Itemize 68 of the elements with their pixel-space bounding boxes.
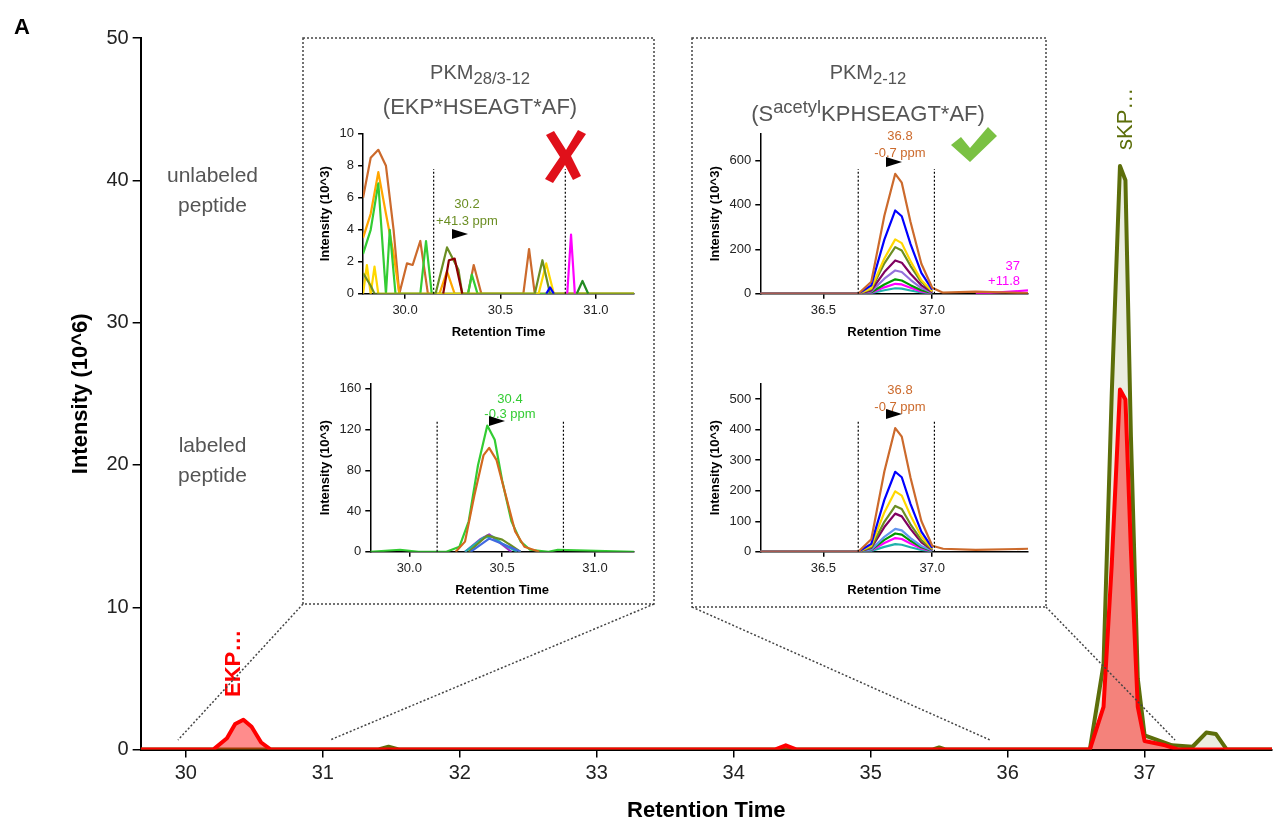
x-tick-label: 37.0 [919,302,945,318]
x-axis-title: Retention Time [455,581,549,597]
y-tick-label: 0 [744,543,752,559]
y-tick-label: 50 [106,25,129,48]
y-tick-label: 4 [346,221,355,237]
y-tick-label: 0 [744,285,752,301]
y-tick-label: 200 [729,482,752,498]
x-tick-label: 30.5 [489,560,515,576]
y-tick-label: 10 [339,125,355,141]
y-tick-label: 400 [729,421,752,437]
x-tick-label: 30.5 [487,302,514,318]
x-tick-label: 30 [174,761,197,784]
y-axis-title: Intensity (10^3) [707,166,723,262]
x-axis-title: Retention Time [847,323,941,339]
x-axis-title: Retention Time [847,581,941,597]
x-tick-label: 36.5 [810,560,837,576]
y-tick-label: 40 [106,167,129,190]
x-tick-label: 30.0 [396,560,422,576]
y-tick-label: 200 [729,240,752,256]
y-tick-label: 40 [346,502,362,518]
annotation: labeled peptide [177,432,248,488]
chart-title: PKM$_{2-12}$ [828,60,908,90]
x-tick-label: 32 [448,761,471,784]
y-tick-label: 80 [346,461,362,477]
x-axis-title: Retention Time [451,323,546,339]
y-tick-label: 8 [346,157,355,173]
y-tick-label: 6 [346,189,355,205]
chart-title: PKM$_{28/3-12}$ [429,60,531,90]
x-tick-label: 31.0 [583,302,609,318]
annotation: 30.4 -0.3 ppm [484,391,536,421]
y-axis-title: Intensity (10^3) [707,420,723,516]
y-tick-label: 120 [339,421,362,437]
y-tick-label: 100 [729,512,752,528]
chart-subtitle: (EKP*HSEAGT*AF) [381,94,579,119]
y-tick-label: 0 [346,285,355,301]
text: A [14,13,30,41]
x-tick-label: 34 [722,761,745,784]
y-tick-label: 10 [106,594,129,617]
x-tick-label: 36.5 [810,302,837,318]
annotation: 36.8 -0.7 ppm [874,381,926,415]
y-tick-label: 160 [339,380,362,396]
x-tick-label: 36 [996,761,1019,784]
y-tick-label: 0 [117,737,129,760]
y-tick-label: 0 [354,543,362,559]
annotation: 37 +11.8 [988,258,1020,288]
chart-subtitle: (S$^{acetyl}$KPHSEAGT*AF) [750,95,986,127]
y-tick-label: 2 [346,253,355,269]
y-tick-label: 400 [729,196,752,212]
x-axis-title: Retention Time [627,796,786,822]
y-tick-label: 20 [106,452,129,475]
y-axis-title: Intensity (10^3) [317,420,333,516]
annotation: 30.2 +41.3 ppm [436,195,498,229]
y-tick-label: 300 [729,451,752,467]
y-tick-label: 500 [729,390,752,406]
y-tick-label: 600 [729,152,752,168]
annotation: 36.8 -0.7 ppm [874,127,926,161]
y-axis-title: Intensity (10^6) [67,313,93,475]
y-axis-title: Intensity (10^3) [317,166,333,262]
annotation: sKP… [1112,87,1137,150]
x-tick-label: 31.0 [582,560,608,576]
x-tick-label: 30.0 [392,302,418,318]
x-tick-label: 37.0 [919,560,945,576]
x-tick-label: 35 [859,761,882,784]
annotation: unlabeled peptide [165,162,260,218]
x-tick-label: 31 [311,761,334,784]
x-tick-label: 37 [1133,761,1156,784]
x-tick-label: 33 [585,761,608,784]
annotation: EKP… [220,629,245,697]
